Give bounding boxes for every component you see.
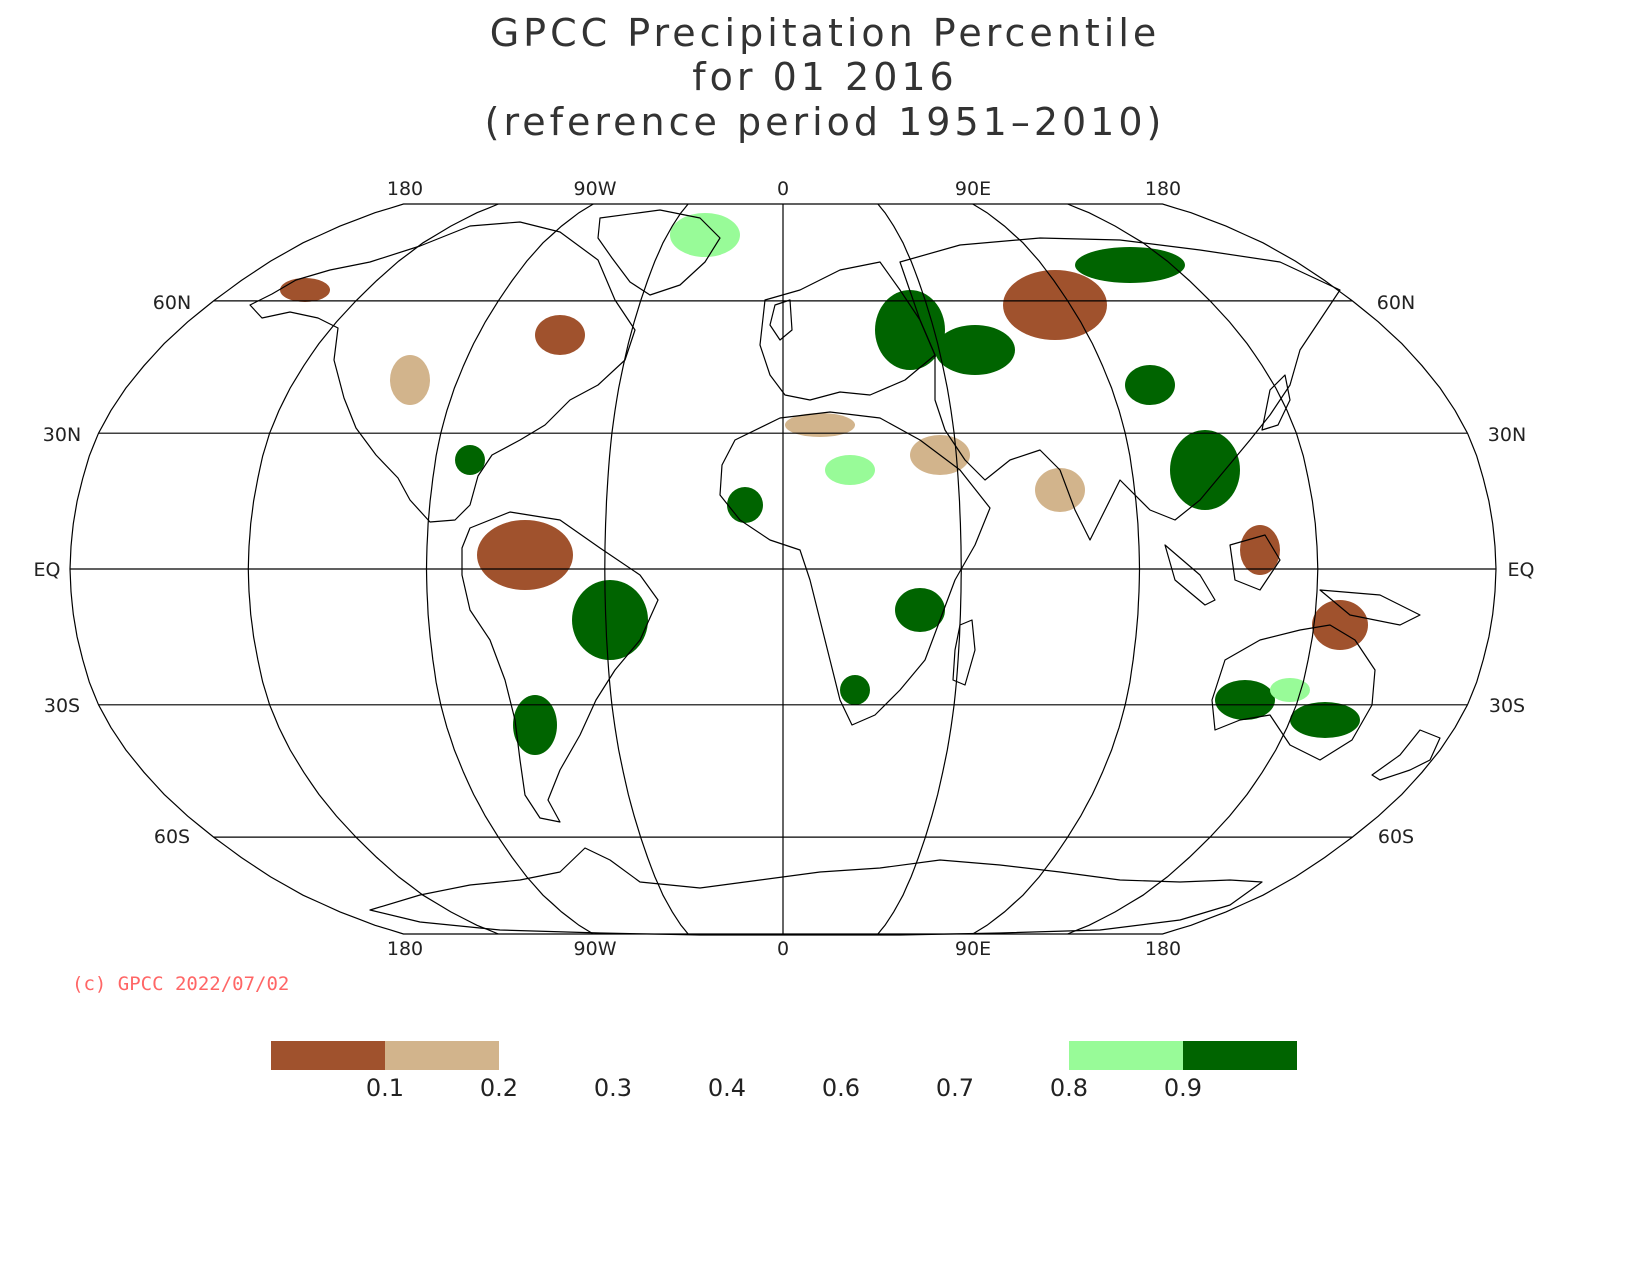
wet-blob-southwest-australia xyxy=(1215,680,1275,720)
legend-tick-0-4: 0.4 xyxy=(708,1074,746,1102)
dry-blob-new-guinea xyxy=(1312,600,1368,650)
coastline-south-america xyxy=(461,511,659,823)
dry-blob-borneo xyxy=(1240,525,1280,575)
wet-blob-west-africa xyxy=(727,487,763,523)
map-outline xyxy=(69,203,1497,935)
lat-label-right-eq: EQ xyxy=(1508,559,1535,581)
wet-blob-brazil xyxy=(572,580,648,660)
lon-label-bottom-90e: 90E xyxy=(955,938,991,960)
coastline-japan xyxy=(1261,374,1291,431)
wet-blob-south-africa xyxy=(840,675,870,705)
coastline-antarctica xyxy=(369,847,1263,936)
color-legend: 0.1 0.2 0.3 0.4 0.6 0.7 0.8 0.9 xyxy=(271,1041,1297,1102)
dry-blob-india xyxy=(1035,468,1085,512)
lon-label-top-180e: 180 xyxy=(1145,178,1181,200)
coastline-uk xyxy=(769,299,793,341)
coastline-asia xyxy=(899,237,1341,541)
coastline-north-america xyxy=(249,221,636,523)
percentile-anomaly-layer xyxy=(280,213,1368,755)
title-line-1: GPCC Precipitation Percentile xyxy=(490,11,1161,55)
coastline-new-zealand xyxy=(1371,729,1441,781)
lon-label-bottom-180w: 180 xyxy=(387,938,423,960)
graticule xyxy=(70,203,1496,935)
title-line-3: (reference period 1951–2010) xyxy=(485,100,1166,144)
coastlines xyxy=(249,209,1441,936)
wet-blob-eastern-europe xyxy=(875,290,945,370)
lon-label-top-90e: 90E xyxy=(955,178,991,200)
legend-tick-0-3: 0.3 xyxy=(594,1074,632,1102)
lon-label-bottom-0: 0 xyxy=(777,938,789,960)
wet-blob-east-africa xyxy=(895,588,945,632)
wet-blob-greenland xyxy=(670,213,740,257)
lat-label-right-60s: 60S xyxy=(1378,826,1414,848)
wet-blob-sahel xyxy=(825,455,875,485)
dry-blob-siberia xyxy=(1003,270,1107,340)
world-map xyxy=(69,203,1497,936)
wet-blob-china xyxy=(1170,430,1240,510)
lat-label-right-60n: 60N xyxy=(1377,292,1415,314)
legend-tick-0-2: 0.2 xyxy=(480,1074,518,1102)
coastline-madagascar xyxy=(952,619,976,686)
wet-blob-argentina xyxy=(513,695,557,755)
legend-tick-0-8: 0.8 xyxy=(1050,1074,1088,1102)
lat-label-left-30s: 30S xyxy=(44,695,80,717)
lat-label-left-60s: 60S xyxy=(154,826,190,848)
lat-label-left-eq: EQ xyxy=(34,559,61,581)
dry-blob-alaska xyxy=(280,278,330,302)
coastline-borneo xyxy=(1229,534,1281,591)
coastline-africa xyxy=(719,411,991,726)
wet-blob-australia-central xyxy=(1270,678,1310,702)
legend-tick-0-1: 0.1 xyxy=(366,1074,404,1102)
lon-label-top-90w: 90W xyxy=(574,178,617,200)
coastline-new-guinea xyxy=(1319,589,1421,626)
dry-blob-canada xyxy=(535,315,585,355)
coastline-greenland xyxy=(597,209,721,296)
wet-blob-florida xyxy=(455,445,485,475)
lon-label-top-180w: 180 xyxy=(387,178,423,200)
lon-label-bottom-90w: 90W xyxy=(574,938,617,960)
lat-label-right-30n: 30N xyxy=(1488,424,1526,446)
lon-label-bottom-180e: 180 xyxy=(1145,938,1181,960)
title-line-2: for 01 2016 xyxy=(692,55,957,99)
legend-swatch-above-0-9 xyxy=(1183,1041,1297,1070)
dry-blob-amazon xyxy=(477,520,573,590)
coastline-europe xyxy=(759,261,936,401)
dry-blob-usa-west xyxy=(390,355,430,405)
dry-blob-sahara xyxy=(785,413,855,437)
legend-tick-0-7: 0.7 xyxy=(936,1074,974,1102)
coastline-sumatra xyxy=(1164,544,1216,606)
lat-label-left-30n: 30N xyxy=(43,424,81,446)
lat-label-right-30s: 30S xyxy=(1489,695,1525,717)
wet-blob-central-russia xyxy=(935,325,1015,375)
coastline-australia xyxy=(1211,624,1376,761)
legend-tick-0-6: 0.6 xyxy=(822,1074,860,1102)
wet-blob-southeast-australia xyxy=(1290,702,1360,738)
lat-label-left-60n: 60N xyxy=(153,292,191,314)
legend-tick-0-9: 0.9 xyxy=(1164,1074,1202,1102)
wet-blob-mongolia xyxy=(1125,365,1175,405)
legend-swatch-0-1-to-0-2 xyxy=(385,1041,499,1070)
copyright-text: (c) GPCC 2022/07/02 xyxy=(72,973,289,995)
lon-label-top-0: 0 xyxy=(777,178,789,200)
legend-swatch-below-0-1 xyxy=(271,1041,385,1070)
wet-blob-north-siberia xyxy=(1075,247,1185,283)
legend-swatch-0-8-to-0-9 xyxy=(1069,1041,1183,1070)
